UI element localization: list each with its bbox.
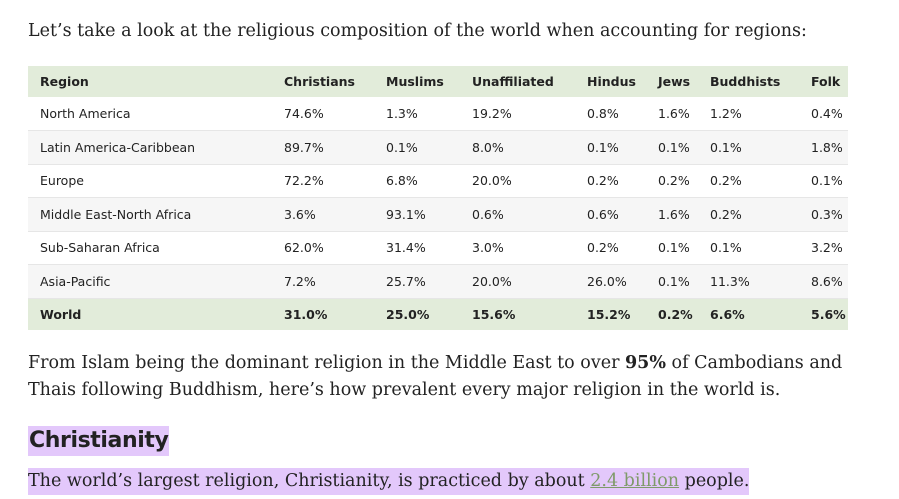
- cell-hindus: 0.6%: [587, 206, 619, 222]
- summary-text-start: From Islam being the dominant religion i…: [28, 353, 625, 373]
- cell-hindus: 15.2%: [587, 306, 631, 322]
- cell-folk: 8.6%: [811, 273, 843, 289]
- cell-buddhists: 0.1%: [710, 139, 742, 155]
- cell-jews: 1.6%: [658, 106, 690, 121]
- cell-muslims: 0.1%: [386, 139, 418, 155]
- christianity-paragraph: The world’s largest religion, Christiani…: [28, 468, 750, 495]
- cell-folk: 1.8%: [811, 139, 843, 155]
- cell-christians: 7.2%: [284, 273, 316, 289]
- intro-text: Let’s take a look at the religious compo…: [28, 21, 807, 41]
- cell-region: Sub-Saharan Africa: [40, 240, 160, 256]
- cell-unaffiliated: 0.6%: [472, 206, 504, 222]
- cell-region: North America: [40, 106, 131, 121]
- cell-buddhists: 0.2%: [710, 206, 742, 222]
- cell-jews: 0.1%: [658, 240, 690, 256]
- table-footer-row: World 31.0% 25.0% 15.6% 15.2% 0.2% 6.6% …: [28, 298, 848, 330]
- header-christians: Christians: [284, 74, 355, 89]
- section-heading: Christianity: [28, 426, 170, 456]
- cell-christians: 72.2%: [284, 173, 324, 189]
- table-row: Latin America-Caribbean 89.7% 0.1% 8.0% …: [28, 130, 848, 164]
- christianity-text-end: people.: [679, 471, 750, 491]
- cell-buddhists: 6.6%: [710, 306, 745, 322]
- table-row: North America 74.6% 1.3% 19.2% 0.8% 1.6%…: [28, 97, 848, 131]
- cell-region: Asia-Pacific: [40, 273, 111, 289]
- cell-hindus: 0.2%: [587, 173, 619, 189]
- cell-buddhists: 0.2%: [710, 173, 742, 189]
- table-row: Sub-Saharan Africa 62.0% 31.4% 3.0% 0.2%…: [28, 231, 848, 265]
- cell-jews: 0.2%: [658, 306, 693, 322]
- cell-jews: 0.2%: [658, 173, 690, 189]
- cell-jews: 0.1%: [658, 273, 690, 289]
- cell-muslims: 31.4%: [386, 240, 426, 256]
- cell-muslims: 25.0%: [386, 306, 430, 322]
- table-row: Asia-Pacific 7.2% 25.7% 20.0% 26.0% 0.1%…: [28, 264, 848, 298]
- cell-hindus: 0.1%: [587, 139, 619, 155]
- cell-hindus: 0.8%: [587, 106, 619, 121]
- cell-folk: 0.1%: [811, 173, 843, 189]
- header-jews: Jews: [658, 74, 691, 89]
- population-link[interactable]: 2.4 billion: [590, 471, 680, 491]
- cell-unaffiliated: 20.0%: [472, 173, 512, 189]
- cell-unaffiliated: 15.6%: [472, 306, 516, 322]
- cell-jews: 0.1%: [658, 139, 690, 155]
- table-row: Europe 72.2% 6.8% 20.0% 0.2% 0.2% 0.2% 0…: [28, 164, 848, 198]
- summary-bold-stat: 95%: [625, 353, 666, 373]
- cell-buddhists: 1.2%: [710, 106, 742, 121]
- cell-unaffiliated: 3.0%: [472, 240, 504, 256]
- cell-muslims: 6.8%: [386, 173, 418, 189]
- cell-christians: 3.6%: [284, 206, 316, 222]
- cell-buddhists: 11.3%: [710, 273, 750, 289]
- header-folk: Folk: [811, 74, 841, 89]
- header-muslims: Muslims: [386, 74, 444, 89]
- cell-folk: 0.3%: [811, 206, 843, 222]
- header-buddhists: Buddhists: [710, 74, 781, 89]
- cell-jews: 1.6%: [658, 206, 690, 222]
- cell-region: Middle East-North Africa: [40, 206, 192, 222]
- summary-text-end: of Cambodians and Thais following Buddhi…: [28, 353, 843, 400]
- cell-muslims: 1.3%: [386, 106, 418, 121]
- cell-region: Latin America-Caribbean: [40, 139, 196, 155]
- header-hindus: Hindus: [587, 74, 636, 89]
- religion-table: Region Christians Muslims Unaffiliated H…: [28, 66, 848, 330]
- christianity-text-start: The world’s largest religion, Christiani…: [28, 471, 591, 491]
- table-header-row: Region Christians Muslims Unaffiliated H…: [28, 66, 848, 97]
- cell-christians: 62.0%: [284, 240, 324, 256]
- cell-hindus: 26.0%: [587, 273, 627, 289]
- cell-hindus: 0.2%: [587, 240, 619, 256]
- cell-christians: 74.6%: [284, 106, 324, 121]
- cell-unaffiliated: 19.2%: [472, 106, 512, 121]
- summary-paragraph: From Islam being the dominant religion i…: [28, 350, 878, 404]
- cell-folk: 5.6%: [811, 306, 846, 322]
- cell-muslims: 93.1%: [386, 206, 426, 222]
- cell-region: World: [40, 306, 82, 322]
- header-region: Region: [40, 74, 89, 89]
- table-row: Middle East-North Africa 3.6% 93.1% 0.6%…: [28, 197, 848, 231]
- cell-buddhists: 0.1%: [710, 240, 742, 256]
- cell-christians: 31.0%: [284, 306, 328, 322]
- cell-region: Europe: [40, 173, 84, 189]
- cell-folk: 3.2%: [811, 240, 843, 256]
- cell-folk: 0.4%: [811, 106, 843, 121]
- cell-christians: 89.7%: [284, 139, 324, 155]
- header-unaffiliated: Unaffiliated: [472, 74, 554, 89]
- cell-muslims: 25.7%: [386, 273, 426, 289]
- cell-unaffiliated: 20.0%: [472, 273, 512, 289]
- cell-unaffiliated: 8.0%: [472, 139, 504, 155]
